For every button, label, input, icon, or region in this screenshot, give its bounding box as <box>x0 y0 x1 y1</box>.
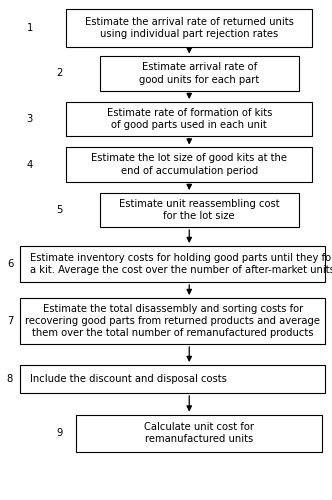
Bar <box>20 298 325 344</box>
Text: 2: 2 <box>56 68 63 78</box>
Text: 3: 3 <box>27 114 33 124</box>
Bar <box>20 365 325 393</box>
Text: 5: 5 <box>56 205 63 215</box>
Bar <box>100 193 299 227</box>
Text: Estimate rate of formation of kits
of good parts used in each unit: Estimate rate of formation of kits of go… <box>107 108 272 130</box>
Text: 6: 6 <box>7 259 13 269</box>
Text: Estimate arrival rate of
good units for each part: Estimate arrival rate of good units for … <box>139 62 259 84</box>
Bar <box>20 246 325 282</box>
Bar <box>66 148 312 182</box>
Text: Estimate inventory costs for holding good parts until they form
a kit. Average t: Estimate inventory costs for holding goo… <box>30 253 332 275</box>
Bar <box>66 102 312 136</box>
Text: Include the discount and disposal costs: Include the discount and disposal costs <box>30 374 227 384</box>
Text: 1: 1 <box>27 23 33 33</box>
Text: Calculate unit cost for
remanufactured units: Calculate unit cost for remanufactured u… <box>144 422 254 444</box>
Text: 7: 7 <box>7 316 13 326</box>
Text: 4: 4 <box>27 160 33 170</box>
Text: 9: 9 <box>56 428 63 438</box>
Text: Estimate unit reassembling cost
for the lot size: Estimate unit reassembling cost for the … <box>119 199 280 221</box>
Bar <box>100 56 299 90</box>
Bar <box>66 9 312 47</box>
Text: Estimate the arrival rate of returned units
using individual part rejection rate: Estimate the arrival rate of returned un… <box>85 17 294 39</box>
Text: Estimate the lot size of good kits at the
end of accumulation period: Estimate the lot size of good kits at th… <box>91 154 287 176</box>
Text: Estimate the total disassembly and sorting costs for
recovering good parts from : Estimate the total disassembly and sorti… <box>25 304 320 338</box>
Bar <box>76 414 322 452</box>
Text: 8: 8 <box>7 374 13 384</box>
